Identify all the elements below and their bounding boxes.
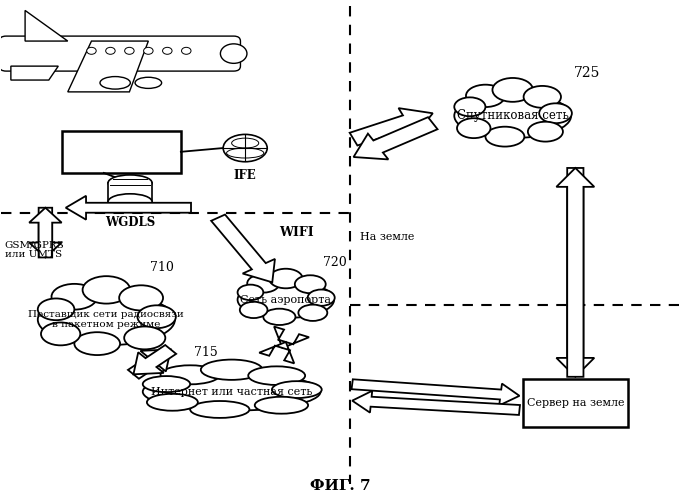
Ellipse shape	[226, 148, 264, 158]
Ellipse shape	[454, 98, 486, 116]
Polygon shape	[11, 66, 58, 80]
Ellipse shape	[457, 118, 490, 138]
Ellipse shape	[220, 44, 247, 64]
Ellipse shape	[240, 302, 267, 318]
Ellipse shape	[160, 366, 220, 384]
Polygon shape	[66, 196, 191, 220]
Text: WGDLS: WGDLS	[105, 216, 155, 229]
Ellipse shape	[38, 298, 74, 320]
Ellipse shape	[524, 86, 561, 108]
Ellipse shape	[87, 48, 96, 54]
FancyBboxPatch shape	[523, 380, 628, 426]
Ellipse shape	[486, 126, 524, 146]
Ellipse shape	[528, 122, 563, 142]
Polygon shape	[556, 168, 594, 377]
Polygon shape	[29, 208, 62, 258]
Polygon shape	[352, 391, 520, 415]
Ellipse shape	[41, 322, 80, 345]
Text: Спутниковая сеть: Спутниковая сеть	[457, 110, 568, 122]
Polygon shape	[274, 326, 309, 348]
Polygon shape	[128, 350, 171, 378]
Ellipse shape	[119, 286, 163, 310]
Text: На земле: На земле	[360, 232, 415, 241]
Ellipse shape	[263, 308, 296, 325]
Ellipse shape	[492, 78, 533, 102]
Ellipse shape	[223, 134, 267, 162]
Text: 710: 710	[150, 261, 174, 274]
Polygon shape	[133, 345, 176, 374]
Ellipse shape	[466, 84, 505, 107]
Ellipse shape	[232, 138, 258, 148]
Text: Сервер на земле: Сервер на земле	[526, 398, 624, 408]
Ellipse shape	[299, 304, 327, 321]
Ellipse shape	[74, 332, 120, 355]
Text: 720: 720	[323, 256, 347, 269]
Ellipse shape	[143, 372, 320, 410]
Ellipse shape	[82, 276, 130, 303]
Text: Сеть аэропорта: Сеть аэропорта	[240, 294, 331, 304]
Ellipse shape	[163, 48, 172, 54]
Polygon shape	[68, 41, 148, 92]
Ellipse shape	[237, 284, 263, 300]
Polygon shape	[259, 342, 294, 363]
Ellipse shape	[307, 290, 335, 306]
Ellipse shape	[269, 268, 303, 288]
Polygon shape	[29, 208, 62, 258]
Ellipse shape	[143, 376, 190, 392]
Polygon shape	[25, 10, 68, 41]
Ellipse shape	[182, 48, 191, 54]
FancyBboxPatch shape	[63, 130, 181, 173]
Ellipse shape	[295, 276, 326, 293]
Ellipse shape	[272, 381, 322, 398]
Polygon shape	[350, 108, 432, 146]
Ellipse shape	[255, 397, 308, 413]
Ellipse shape	[38, 294, 175, 346]
Polygon shape	[354, 117, 437, 160]
Ellipse shape	[52, 284, 97, 310]
Text: ФИГ. 7: ФИГ. 7	[309, 479, 371, 493]
Text: WIFI: WIFI	[279, 226, 313, 239]
Ellipse shape	[108, 175, 152, 191]
Text: GSM/GPRS
или UMTS: GSM/GPRS или UMTS	[5, 240, 65, 260]
Polygon shape	[556, 168, 594, 377]
Ellipse shape	[143, 48, 153, 54]
Ellipse shape	[248, 274, 279, 292]
Ellipse shape	[137, 306, 176, 328]
Text: 715: 715	[194, 346, 218, 360]
Polygon shape	[352, 380, 520, 406]
Text: Интернет или частная сеть: Интернет или частная сеть	[151, 386, 312, 396]
Polygon shape	[211, 214, 275, 282]
Text: IFE: IFE	[234, 169, 256, 182]
Ellipse shape	[454, 94, 571, 138]
Ellipse shape	[135, 78, 162, 88]
Ellipse shape	[190, 401, 250, 418]
FancyBboxPatch shape	[108, 183, 152, 202]
Ellipse shape	[248, 366, 305, 385]
Text: 725: 725	[574, 66, 600, 80]
Ellipse shape	[147, 394, 198, 410]
Ellipse shape	[100, 76, 131, 89]
Ellipse shape	[237, 282, 334, 318]
Ellipse shape	[124, 326, 165, 349]
Ellipse shape	[108, 194, 152, 210]
FancyBboxPatch shape	[0, 36, 241, 71]
Ellipse shape	[124, 48, 134, 54]
Ellipse shape	[201, 360, 262, 380]
Text: Поставщик сети радиосвязи
в пакетном режиме: Поставщик сети радиосвязи в пакетном реж…	[29, 310, 184, 330]
Ellipse shape	[539, 104, 572, 123]
Ellipse shape	[105, 48, 115, 54]
